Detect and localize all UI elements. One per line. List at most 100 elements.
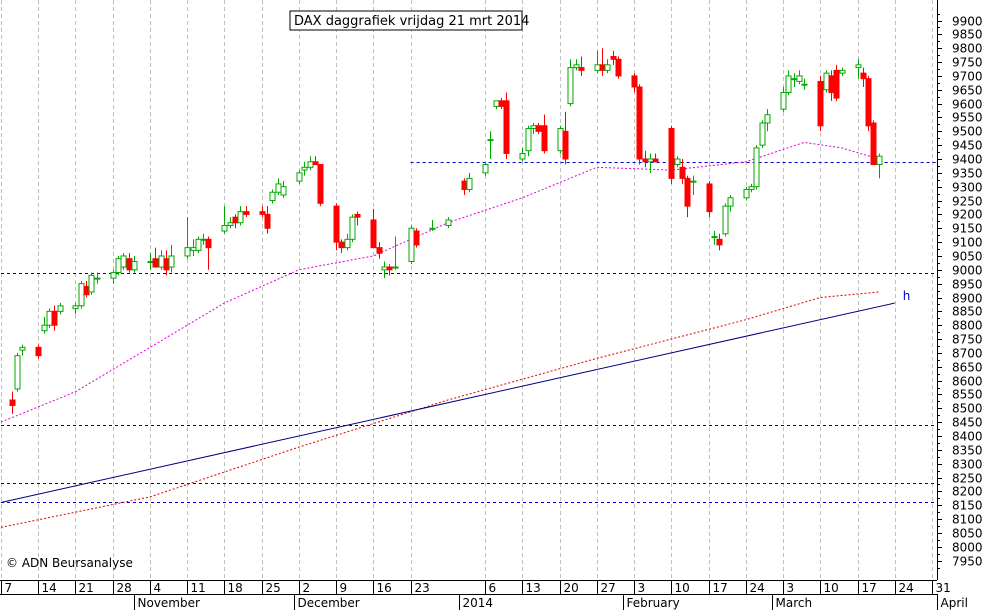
y-tick-label: 9500: [952, 125, 983, 139]
x-tick-label: 20: [564, 581, 579, 595]
candle-body: [860, 72, 867, 80]
y-tick-label: 8800: [952, 319, 983, 333]
y-tick-label: 9150: [952, 222, 983, 236]
y-tick-label: 9100: [952, 236, 983, 250]
x-tick-label: 27: [601, 581, 616, 595]
candle: [190, 239, 197, 256]
candle-body: [690, 180, 697, 183]
candle-body: [147, 260, 154, 263]
candle-body: [525, 128, 532, 152]
y-tick-label: 8450: [952, 416, 983, 430]
candle: [72, 303, 79, 315]
candle-body: [429, 227, 436, 230]
candle: [557, 125, 564, 154]
candle-body: [168, 255, 175, 268]
candle: [344, 233, 351, 251]
candle: [727, 195, 734, 212]
candle-body: [855, 64, 862, 69]
candle-body: [317, 164, 324, 204]
y-tick-label: 8700: [952, 347, 983, 361]
candle: [753, 145, 760, 190]
candle-body: [184, 247, 191, 257]
candle: [237, 206, 244, 226]
trendline-layer: h: [0, 289, 910, 503]
y-tick-label: 8200: [952, 485, 983, 499]
candle: [796, 70, 803, 85]
candle: [307, 156, 314, 171]
candle: [14, 352, 21, 392]
candle: [259, 206, 266, 218]
candle: [413, 228, 420, 248]
y-tick-label: 8600: [952, 375, 983, 389]
candle: [78, 280, 85, 309]
x-tick-label: 4: [154, 581, 162, 595]
candle-body: [759, 122, 766, 146]
candle-body: [57, 305, 64, 312]
candle: [280, 181, 287, 198]
candle: [333, 203, 340, 251]
candle-body: [152, 258, 159, 268]
y-tick-label: 8000: [952, 541, 983, 555]
month-label: April: [941, 596, 968, 610]
candle: [152, 247, 159, 268]
title-box: DAX daggrafiek vrijdag 21 mrt 2014: [289, 10, 529, 31]
candle: [823, 70, 830, 93]
candle-body: [83, 285, 90, 296]
y-tick-label: 9400: [952, 153, 983, 167]
candle-body: [237, 211, 244, 224]
candle-body: [205, 238, 212, 249]
candle: [445, 217, 452, 229]
candle-body: [876, 155, 883, 166]
y-tick-label: 9700: [952, 70, 983, 84]
candle: [9, 391, 16, 414]
candle: [205, 236, 212, 270]
candle-body: [200, 238, 207, 241]
candle: [429, 219, 436, 232]
x-tick-label: 3: [787, 581, 795, 595]
candle-body: [839, 69, 846, 74]
candle: [567, 59, 574, 107]
candle: [338, 239, 345, 254]
candle: [269, 189, 276, 204]
candle: [876, 153, 883, 179]
y-tick-label: 8900: [952, 292, 983, 306]
x-tick-label: 10: [675, 581, 690, 595]
candle-body: [817, 80, 824, 127]
candle-body: [232, 216, 239, 224]
candle-body: [158, 255, 165, 268]
y-tick-label: 9850: [952, 28, 983, 42]
y-tick-label: 9250: [952, 195, 983, 209]
candle: [221, 206, 228, 234]
candle-body: [870, 122, 877, 166]
y-tick-label: 8300: [952, 458, 983, 472]
candle-body: [466, 177, 473, 190]
candle-body: [573, 64, 580, 69]
month-label: February: [627, 596, 680, 610]
candle-body: [647, 158, 654, 163]
candle: [764, 109, 771, 132]
candle: [855, 59, 862, 79]
candle-body: [243, 211, 250, 215]
x-tick-label: 6: [489, 581, 497, 595]
candle: [743, 186, 750, 201]
candle-body: [110, 272, 117, 279]
candle-body: [386, 266, 393, 271]
candle-body: [280, 186, 287, 196]
y-tick-label: 9450: [952, 139, 983, 153]
candle-body: [333, 205, 340, 243]
candle-body: [801, 83, 808, 86]
x-tick-label: 25: [266, 581, 281, 595]
candle-body: [610, 56, 617, 60]
candle: [631, 73, 638, 93]
candle-body: [221, 224, 228, 232]
candle-body: [535, 125, 542, 132]
x-tick-label: 17: [713, 581, 728, 595]
x-tick-label: 16: [377, 581, 392, 595]
candle-body: [14, 355, 21, 390]
candle-body: [823, 72, 830, 91]
candle: [594, 50, 601, 74]
candle-body: [684, 177, 691, 207]
candle-body: [195, 238, 202, 251]
candle-body: [413, 230, 420, 246]
candle-body: [674, 158, 681, 166]
